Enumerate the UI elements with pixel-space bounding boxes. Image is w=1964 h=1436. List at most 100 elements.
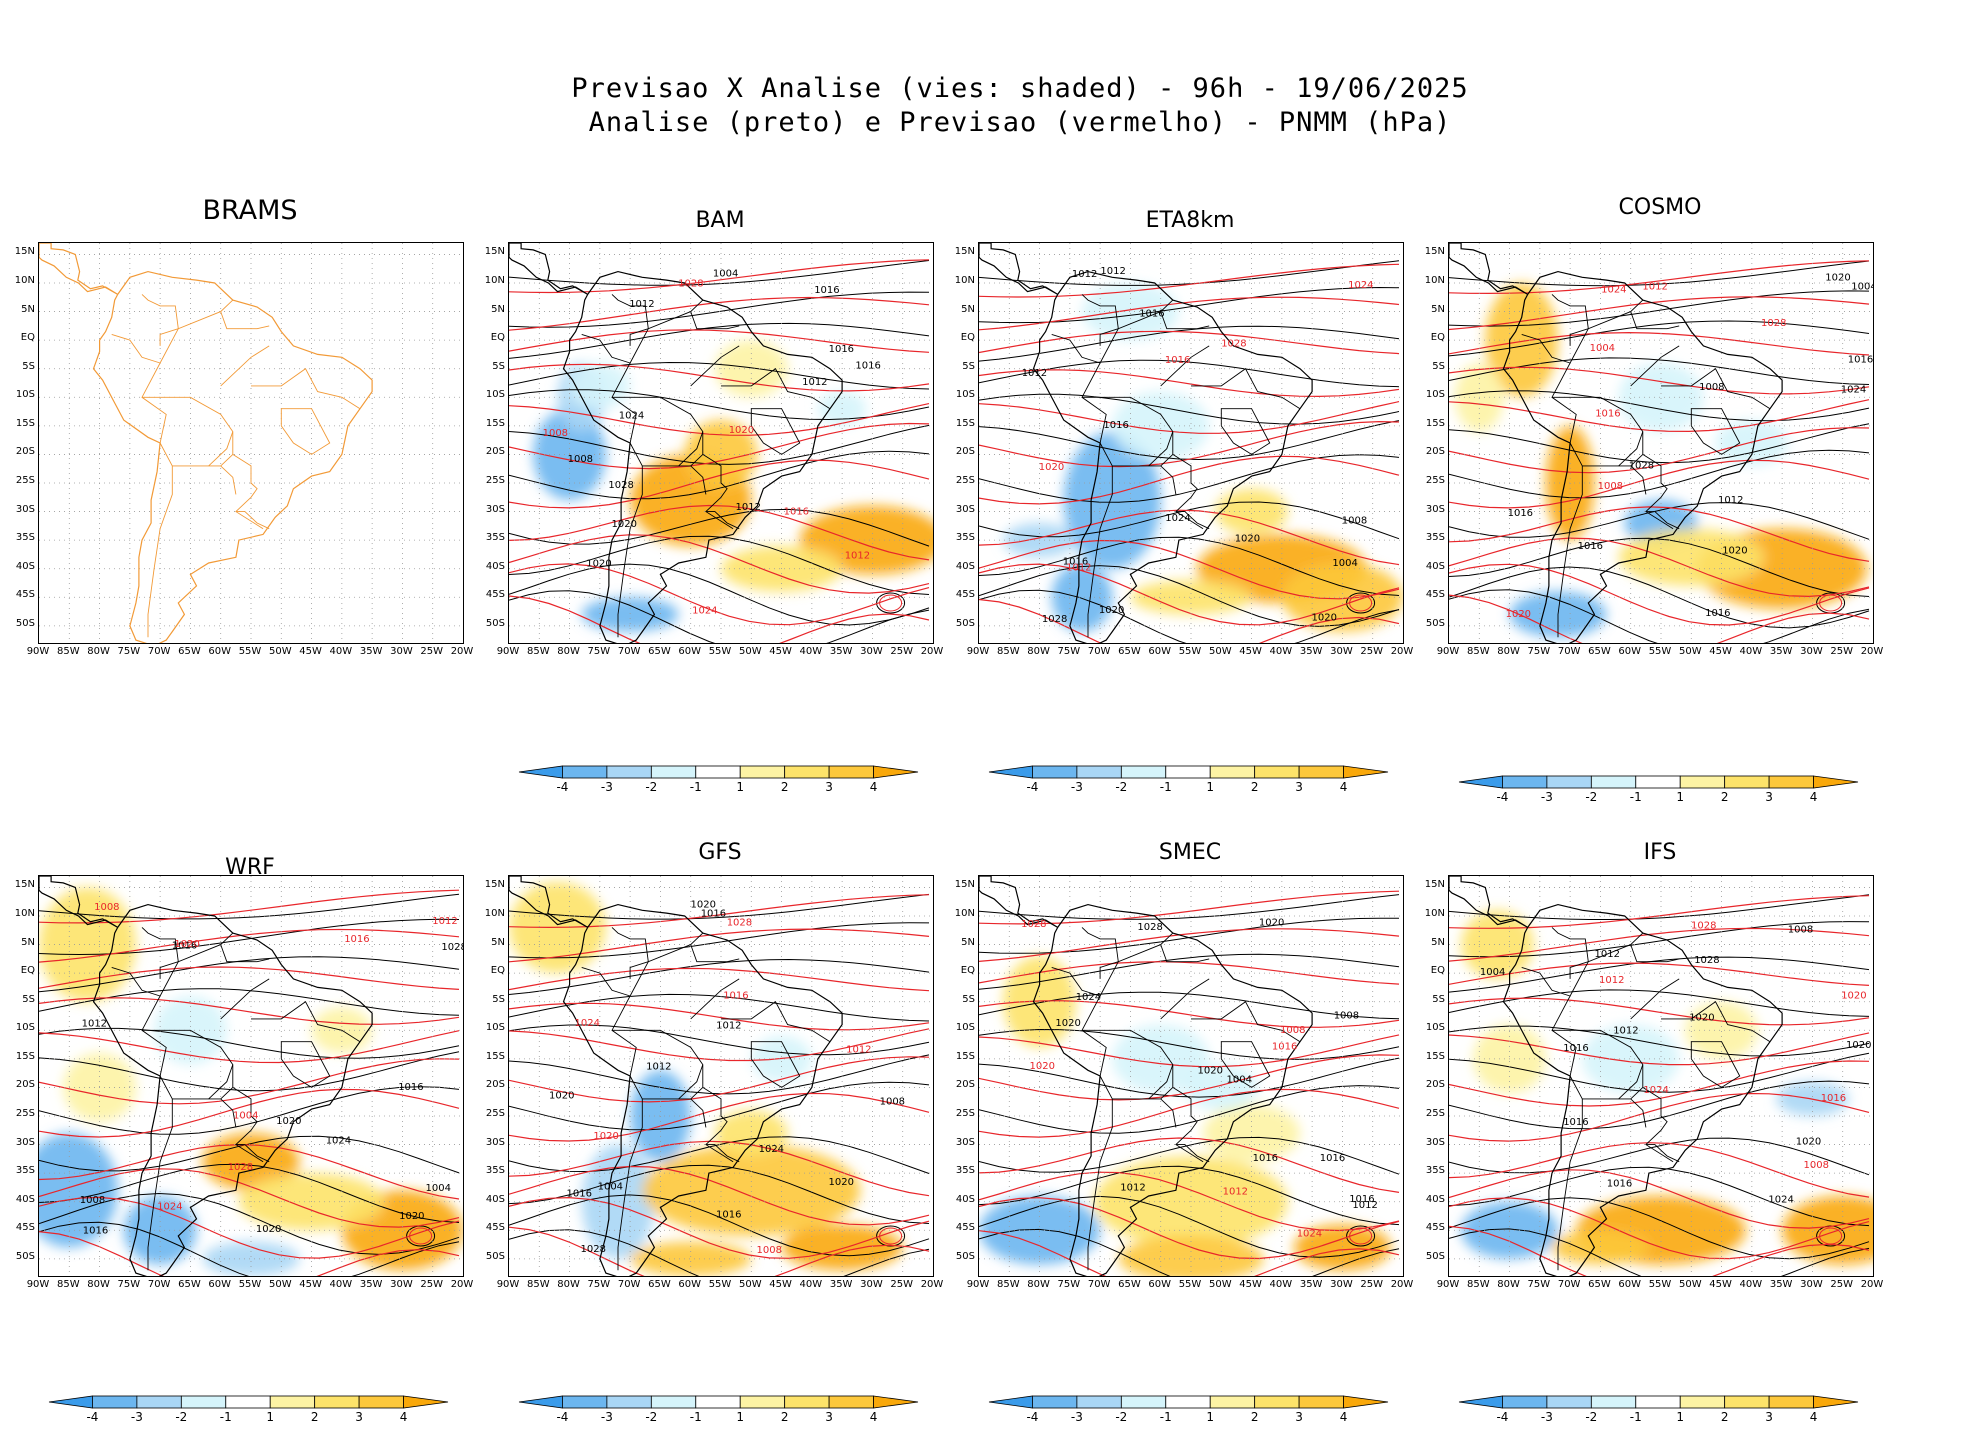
lon-tick-label: 40W <box>329 646 353 657</box>
lon-tick-label: 30W <box>860 646 883 657</box>
country-border <box>1690 408 1741 455</box>
colorbar-label: 1 <box>736 1410 745 1424</box>
colorbar-segment <box>1590 1395 1637 1409</box>
country-border <box>1148 431 1174 467</box>
lat-tick-label: 40S <box>1425 1193 1445 1205</box>
colorbar-segment <box>92 1395 138 1409</box>
lat-tick-label: 40S <box>15 560 35 572</box>
analysis-isobar <box>39 1163 460 1223</box>
forecast-isobar <box>979 1230 1400 1276</box>
continent-outline <box>562 903 843 1276</box>
lon-tick-label: 60W <box>208 646 232 657</box>
forecast-isobar <box>1449 506 1870 562</box>
lat-tick-label: 30S <box>955 1136 975 1148</box>
isobar-label: 1020 <box>729 425 754 436</box>
country-border <box>1160 978 1210 1020</box>
country-border <box>690 311 740 330</box>
country-border <box>1630 978 1680 1020</box>
colorbar-label: -2 <box>1115 1410 1128 1424</box>
colorbar-label: 1 <box>736 780 745 794</box>
lon-tick-label: 75W <box>1057 1279 1081 1290</box>
isobar-label: 1004 <box>1851 282 1873 293</box>
isobar-label: 1012 <box>1120 1182 1145 1193</box>
analysis-isobar <box>509 563 930 626</box>
lon-tick-label: 45W <box>1239 1279 1262 1290</box>
isobar-label: 1012 <box>1642 282 1667 293</box>
lat-tick-label: 15S <box>485 417 505 429</box>
lat-tick-label: 5S <box>22 360 35 372</box>
map-brams <box>38 242 464 644</box>
colorbar-label: -1 <box>689 1410 702 1424</box>
country-border <box>1160 345 1210 387</box>
forecast-isobar <box>979 263 1400 298</box>
colorbar-label: 4 <box>869 780 878 794</box>
lon-tick-label: 90W <box>496 1279 520 1290</box>
map-gfs: 1020 1016 1012 1016 1020 1024 1028 1020 1016 1012… <box>508 875 934 1277</box>
map-canvas-wrf: 1020101610161020102410281020101610121008… <box>39 876 463 1276</box>
forecast-low-center <box>879 1227 903 1245</box>
continent-outline <box>979 876 1059 928</box>
colorbar-segment <box>739 765 786 779</box>
colorbar-label: -1 <box>219 1410 232 1424</box>
isobar-label: 1028 <box>1042 614 1067 625</box>
analysis-low-center <box>1346 592 1376 614</box>
analysis-isobar <box>509 361 930 390</box>
lon-tick-label: 85W <box>1466 1279 1490 1290</box>
lat-tick-label: 30S <box>15 1136 35 1148</box>
colorbar-segment <box>1032 1395 1078 1409</box>
bias-area <box>1112 1024 1210 1094</box>
isobar-label: 1012 <box>432 916 457 927</box>
colorbar-label: 2 <box>780 780 789 794</box>
isobar-label: 1016 <box>83 1225 108 1236</box>
isobar-label: 1020 <box>1198 1065 1223 1076</box>
colorbar-segment <box>403 1395 449 1409</box>
bias-area <box>1293 1224 1391 1271</box>
analysis-isobar <box>509 1054 930 1095</box>
lon-tick-label: 55W <box>1178 646 1202 657</box>
colorbar-segment <box>1813 775 1859 789</box>
analysis-isobar <box>1449 1197 1870 1260</box>
country-border <box>1051 966 1101 997</box>
lat-tick-label: 10N <box>954 275 975 286</box>
isobar-label: 1016 <box>1595 408 1620 419</box>
analysis-isobar <box>39 1192 460 1255</box>
country-border <box>1081 294 1119 346</box>
country-border <box>1220 408 1271 455</box>
forecast-isobars <box>509 259 930 643</box>
lon-tick-label: 55W <box>1648 1279 1672 1290</box>
lon-tick-label: 35W <box>359 646 383 657</box>
map-canvas-ifs: 1020 1016 1012 1016 1020 1024 1028 1020 1016 1012… <box>1449 876 1873 1276</box>
country-border <box>147 465 173 638</box>
country-border <box>251 1001 361 1043</box>
figure-title: Previsao X Analise (vies: shaded) - 96h … <box>0 72 1964 140</box>
country-border <box>721 368 831 410</box>
analysis-isobar <box>979 1028 1400 1060</box>
country-border <box>1661 368 1771 410</box>
analysis-isobar <box>509 1081 930 1131</box>
bias-area <box>1545 425 1595 541</box>
lon-tick-label: 60W <box>1148 646 1172 657</box>
analysis-isobar <box>39 1086 460 1135</box>
isobar-label: 1020 <box>549 1091 574 1102</box>
bias-area <box>1618 528 1764 586</box>
bias-area <box>202 1241 300 1276</box>
panel-title-cosmo: COSMO <box>1618 195 1702 220</box>
lat-tick-label: 50S <box>1425 617 1445 629</box>
country-border <box>1551 294 1589 346</box>
lon-tick-label: 70W <box>147 646 171 657</box>
lat-tick-label: 20S <box>955 446 975 458</box>
lat-tick-label: 40S <box>955 1193 975 1205</box>
lat-tick-label: EQ <box>20 965 35 977</box>
colorbar-segment <box>1546 775 1592 789</box>
coastline <box>39 243 373 643</box>
isobar-label: 1028 <box>1761 318 1786 329</box>
lat-tick-label: 30S <box>955 503 975 515</box>
lat-tick-label: EQ <box>1430 965 1445 977</box>
bias-shading <box>39 887 463 1276</box>
lon-tick-label: 20W <box>450 1279 474 1290</box>
isobar-label: 1028 <box>1137 922 1162 933</box>
country-border <box>678 431 704 467</box>
isobar-label: 1020 <box>1055 1018 1080 1029</box>
isobar-label: 1020 <box>1825 273 1850 284</box>
isobar-label: 1008 <box>1598 481 1623 492</box>
